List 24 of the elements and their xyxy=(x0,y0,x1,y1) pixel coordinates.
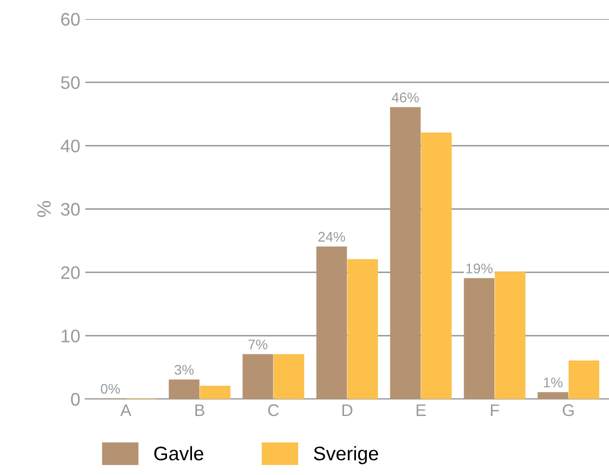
x-tick-label: C xyxy=(268,404,279,416)
data-label: 19% xyxy=(466,264,493,274)
data-label: 3% xyxy=(174,364,194,375)
x-tick-label: A xyxy=(120,404,132,416)
x-tick-label: G xyxy=(562,404,574,416)
data-label: 24% xyxy=(318,232,346,242)
legend-label: Gavle xyxy=(154,446,204,460)
y-tick-label: 20 xyxy=(61,266,80,280)
x-tick-label: D xyxy=(342,404,352,416)
x-tick-label: B xyxy=(195,404,204,416)
y-tick-label: 50 xyxy=(61,76,80,90)
y-tick-label: 40 xyxy=(60,140,80,152)
y-tick-label: 30 xyxy=(61,202,80,216)
data-label: 1% xyxy=(544,378,562,388)
y-axis-title: % xyxy=(37,201,51,217)
data-label: 46% xyxy=(392,92,419,102)
x-tick-label: F xyxy=(490,404,500,416)
y-tick-label: 10 xyxy=(62,330,80,342)
legend-label: Sverige xyxy=(314,446,378,464)
data-label: 0% xyxy=(100,384,120,394)
y-tick-label: 0 xyxy=(71,392,80,406)
y-tick-label: 60 xyxy=(61,12,80,26)
data-label: 7% xyxy=(248,340,268,350)
x-tick-label: E xyxy=(416,404,426,416)
